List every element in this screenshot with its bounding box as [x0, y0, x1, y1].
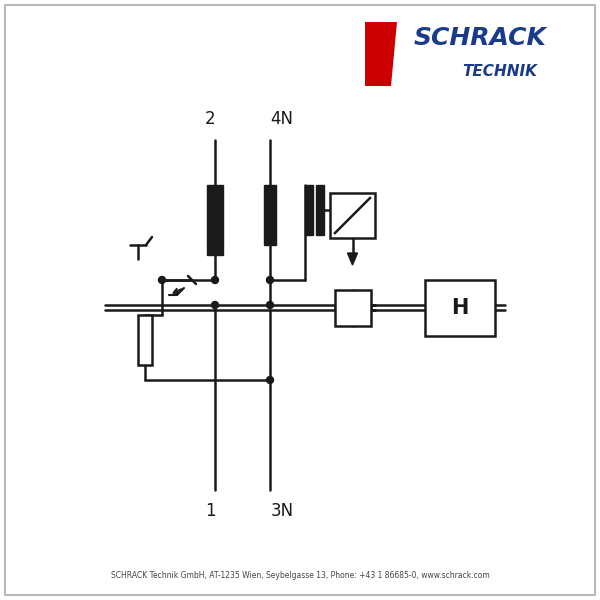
Bar — [138, 315, 152, 365]
Circle shape — [212, 277, 218, 283]
Polygon shape — [365, 22, 397, 86]
Circle shape — [212, 301, 218, 308]
Bar — [330, 193, 375, 238]
Text: SCHRACK Technik GmbH, AT-1235 Wien, Seybelgasse 13, Phone: +43 1 86685-0, www.sc: SCHRACK Technik GmbH, AT-1235 Wien, Seyb… — [110, 571, 490, 581]
Polygon shape — [347, 253, 358, 265]
Circle shape — [158, 277, 166, 283]
Text: 4N: 4N — [271, 110, 293, 128]
Bar — [316, 185, 324, 235]
Circle shape — [266, 277, 274, 283]
Bar — [207, 185, 223, 255]
Bar — [335, 289, 371, 325]
Bar — [264, 185, 276, 245]
Circle shape — [266, 377, 274, 383]
Bar — [305, 185, 313, 235]
Text: 1: 1 — [205, 502, 215, 520]
Text: TECHNIK: TECHNIK — [463, 64, 538, 79]
Bar — [360, 18, 585, 90]
Text: 2: 2 — [205, 110, 215, 128]
Text: SCHRACK: SCHRACK — [413, 26, 547, 50]
Circle shape — [266, 301, 274, 308]
Text: 3N: 3N — [271, 502, 293, 520]
Text: H: H — [451, 298, 469, 317]
Bar — [425, 280, 495, 335]
